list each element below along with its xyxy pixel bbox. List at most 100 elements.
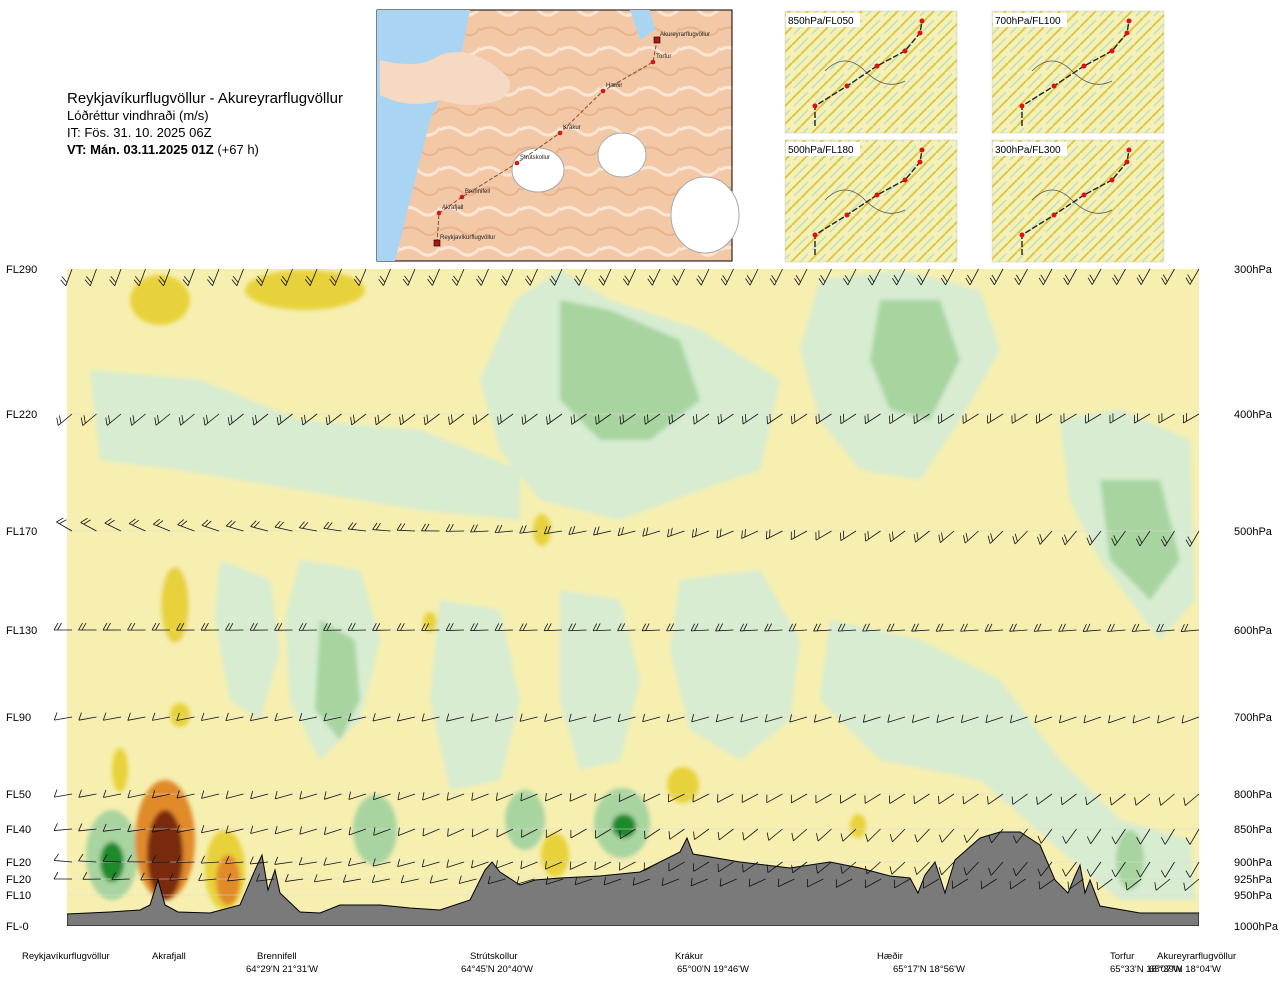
wind-barb bbox=[668, 413, 685, 425]
ascent-region bbox=[90, 370, 520, 520]
issue-time: IT: Fös. 31. 10. 2025 06Z bbox=[67, 125, 212, 140]
wind-barb bbox=[476, 268, 489, 286]
wind-barb bbox=[1160, 828, 1175, 845]
station-coord: 65°39'N 18°04'W bbox=[1149, 964, 1221, 975]
wind-barb bbox=[128, 518, 146, 532]
wind-barb bbox=[520, 792, 538, 802]
lead-time: (+67 h) bbox=[217, 142, 259, 157]
wind-barb bbox=[427, 268, 440, 286]
wind-barb bbox=[231, 268, 244, 286]
wind-barb bbox=[1038, 268, 1053, 285]
wind-barb bbox=[78, 823, 97, 832]
wind-barb bbox=[176, 824, 195, 833]
panel-waypoint bbox=[1081, 63, 1087, 69]
ascent-region bbox=[800, 270, 1000, 480]
wind-barb bbox=[1136, 268, 1151, 285]
wind-barb bbox=[495, 860, 514, 869]
wind-barb bbox=[53, 823, 73, 831]
wind-barb bbox=[127, 712, 146, 721]
wind-barb bbox=[151, 712, 171, 721]
wind-barb bbox=[790, 793, 808, 804]
map-waypoint-marker bbox=[514, 160, 520, 166]
wind-barb bbox=[1158, 793, 1175, 806]
terrain-profile bbox=[67, 831, 1199, 926]
wind-barb bbox=[494, 524, 514, 534]
wind-barb bbox=[280, 268, 293, 286]
wind-barb bbox=[545, 861, 563, 870]
wind-barb bbox=[329, 268, 342, 286]
wind-barb bbox=[1087, 268, 1102, 285]
wind-barb bbox=[1083, 714, 1102, 724]
panel-waypoint bbox=[1124, 30, 1130, 36]
wind-barb bbox=[298, 521, 318, 532]
wind-barb bbox=[1111, 530, 1126, 546]
station-coord: 65°17'N 18°56'W bbox=[893, 964, 965, 975]
wind-barb bbox=[791, 828, 808, 842]
wind-barb bbox=[642, 713, 661, 723]
wind-barb bbox=[1112, 268, 1126, 285]
wind-barb bbox=[129, 413, 146, 426]
wind-barb bbox=[249, 856, 269, 865]
wind-barb bbox=[347, 522, 367, 532]
fl-tick-label: FL170 bbox=[6, 526, 37, 538]
wind-barb bbox=[988, 828, 1004, 844]
ascent-core bbox=[1116, 830, 1144, 890]
coastline bbox=[1031, 189, 1113, 214]
wind-barb bbox=[1182, 413, 1200, 424]
wind-barb bbox=[102, 712, 122, 721]
level-panel-map bbox=[784, 139, 958, 263]
wind-barb bbox=[53, 622, 72, 631]
wind-barb bbox=[471, 828, 489, 838]
wind-barb bbox=[111, 872, 130, 881]
wind-barb bbox=[445, 623, 465, 631]
wind-barb bbox=[176, 622, 195, 631]
wind-barb bbox=[324, 826, 342, 835]
wind-barb bbox=[1160, 861, 1175, 878]
panel-label: 850hPa/FL050 bbox=[788, 16, 854, 27]
wind-barb bbox=[815, 793, 832, 804]
wind-barb bbox=[372, 713, 391, 722]
wind-barb bbox=[348, 791, 367, 800]
wind-barb bbox=[592, 623, 612, 632]
wind-barb bbox=[720, 268, 734, 286]
wind-barb bbox=[843, 268, 857, 286]
panel-waypoint bbox=[919, 147, 925, 153]
wind-barb bbox=[922, 878, 940, 889]
wind-barb bbox=[962, 413, 979, 424]
wind-barb bbox=[595, 828, 612, 839]
wind-barb bbox=[1014, 268, 1028, 286]
wind-barb bbox=[769, 268, 783, 286]
wind-barb bbox=[864, 861, 881, 875]
wind-barb bbox=[911, 714, 930, 723]
wind-barb bbox=[1011, 793, 1028, 805]
wind-barb bbox=[525, 268, 538, 286]
wind-barb bbox=[619, 861, 636, 871]
wind-barb bbox=[1181, 715, 1200, 724]
wind-barb bbox=[446, 792, 465, 801]
ascent-region bbox=[1060, 410, 1195, 640]
panel-waypoint bbox=[1051, 83, 1057, 89]
wind-barb bbox=[200, 855, 220, 864]
wind-barb bbox=[951, 878, 969, 889]
wind-barb bbox=[1136, 861, 1151, 878]
wind-barb bbox=[595, 413, 612, 425]
panel-waypoint bbox=[844, 212, 850, 218]
ascent-core bbox=[594, 788, 650, 858]
fl-tick-label: FL220 bbox=[6, 409, 37, 421]
wind-barb bbox=[893, 878, 911, 889]
panel-label: 700hPa/FL100 bbox=[995, 16, 1061, 27]
wind-barb bbox=[1012, 530, 1028, 545]
station-coord: 64°45'N 20°40'W bbox=[461, 964, 533, 975]
wind-barb bbox=[1036, 413, 1053, 424]
wind-barb bbox=[938, 861, 955, 876]
wind-barb bbox=[647, 268, 661, 286]
wind-barb bbox=[56, 517, 73, 532]
wind-barb bbox=[791, 413, 808, 425]
wind-barb bbox=[1096, 878, 1113, 891]
descent-region bbox=[205, 830, 245, 910]
wind-barb bbox=[422, 827, 440, 837]
wind-barb bbox=[397, 791, 416, 801]
map-waypoint-label: Krákur bbox=[563, 125, 581, 131]
wind-barb bbox=[53, 712, 73, 721]
wind-barb bbox=[671, 268, 685, 286]
